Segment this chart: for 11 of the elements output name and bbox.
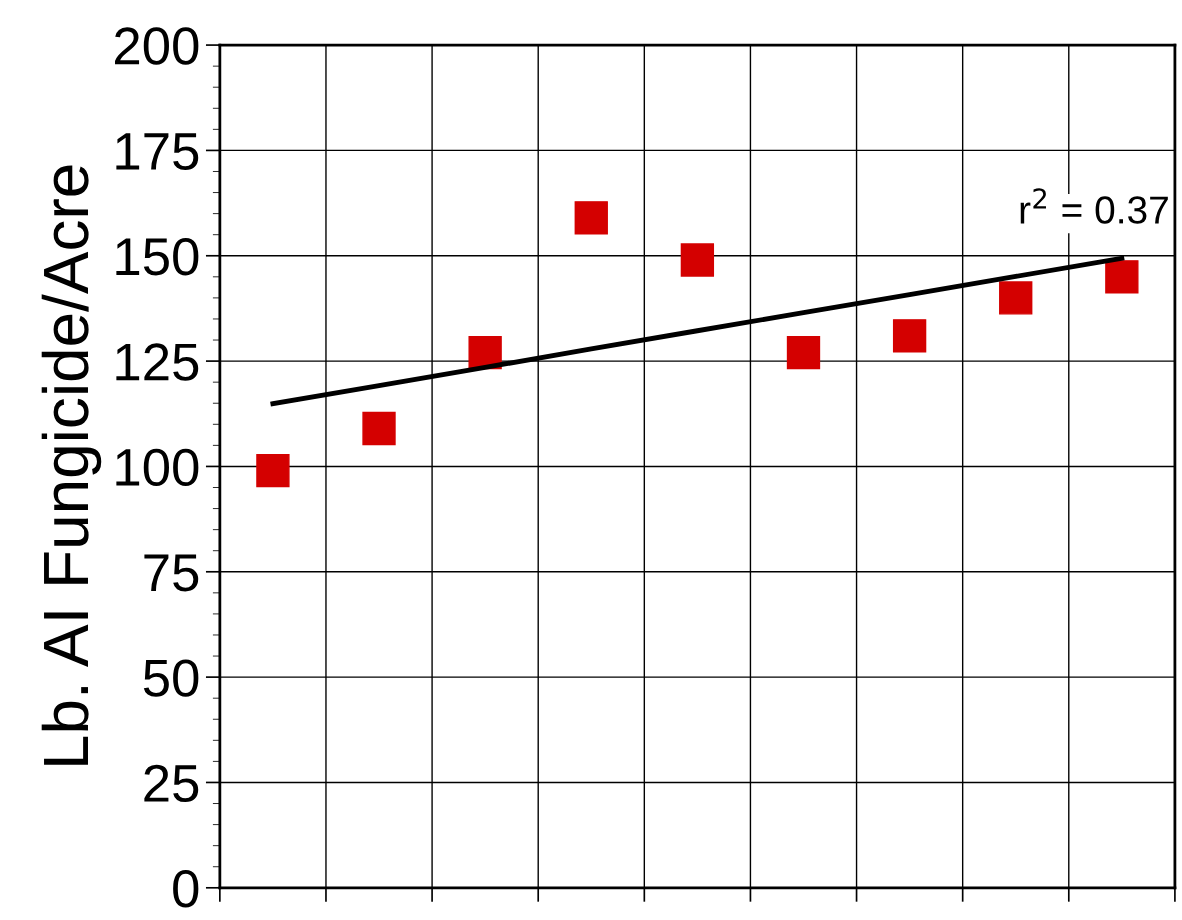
- y-tick-label: 50: [143, 659, 199, 697]
- y-tick-label: 125: [116, 343, 199, 381]
- y-tick-label: 100: [116, 448, 199, 487]
- y-tick-label: 75: [144, 554, 199, 592]
- annotation: r$^{2}$ = 0.37: [1020, 188, 1168, 224]
- y-tick-label: 175: [116, 133, 199, 171]
- y-axis-title: Lb. AI Fungicide/Acre: [41, 165, 102, 765]
- y-tick-label: 25: [144, 764, 199, 803]
- y-tick-label: 200: [115, 27, 199, 65]
- y-tick-label: 0: [173, 870, 199, 908]
- y-tick-label: 150: [116, 238, 199, 276]
